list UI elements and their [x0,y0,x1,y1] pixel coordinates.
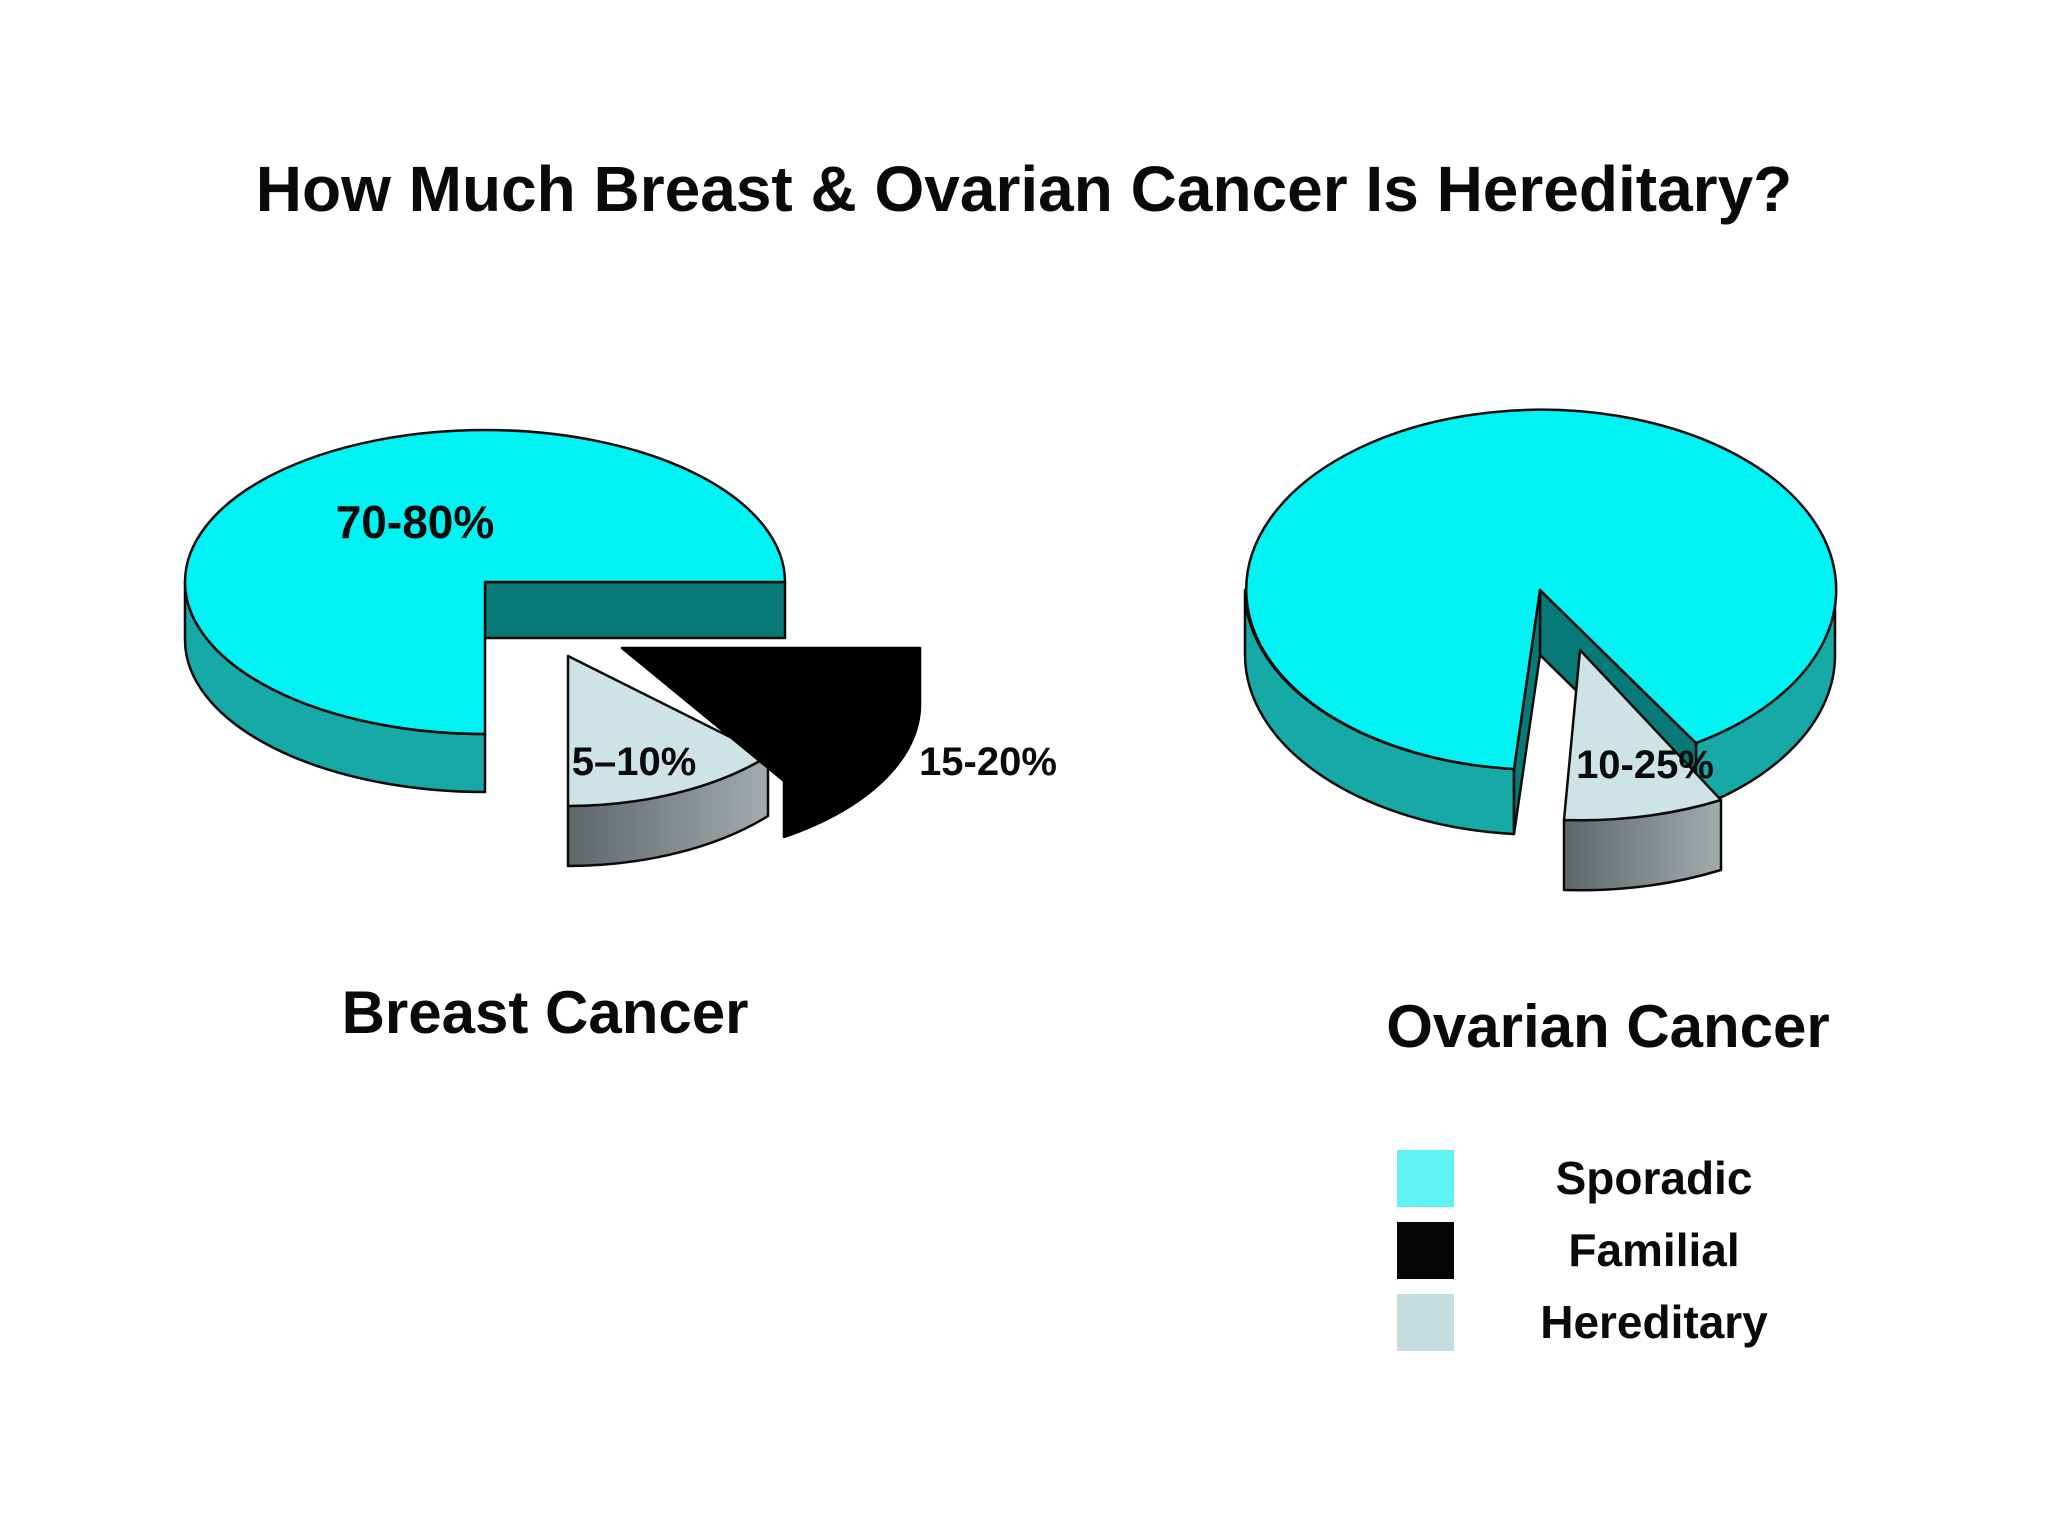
breast-cut-face [483,580,787,640]
breast-hereditary-value-label: 5–10% [572,740,697,784]
hereditary-swatch [1397,1294,1454,1351]
sporadic-swatch [1397,1150,1454,1207]
familial-swatch [1397,1222,1454,1279]
ovarian-cancer-title: Ovarian Cancer [1386,993,1830,1060]
sporadic-legend-label: Sporadic [1555,1152,1753,1205]
legend-row-familial: Familial [1397,1222,1854,1279]
ovarian-sporadic-slice-top [1245,408,1838,771]
legend: Sporadic Familial Hereditary [1397,1150,1854,1366]
breast-familial-value-label: 15-20% [919,740,1057,784]
legend-row-hereditary: Hereditary [1397,1294,1854,1351]
breast-familial-slice [620,646,922,839]
breast-cancer-pie [183,428,922,868]
breast-cancer-title: Breast Cancer [341,979,749,1046]
ovarian-hereditary-value-label: 10-25% [1576,743,1714,787]
breast-hereditary-slice-top [566,654,770,808]
ovarian-cancer-pie [1243,408,1838,892]
familial-legend-label: Familial [1568,1224,1740,1277]
ovarian-hereditary-slice-top [1562,648,1723,822]
legend-row-sporadic: Sporadic [1397,1150,1854,1207]
breast-sporadic-value-label: 70-80% [336,496,495,548]
page-title: How Much Breast & Ovarian Cancer Is Here… [255,153,1793,225]
breast-sporadic-slice-top [183,428,787,736]
hereditary-legend-label: Hereditary [1540,1296,1768,1349]
